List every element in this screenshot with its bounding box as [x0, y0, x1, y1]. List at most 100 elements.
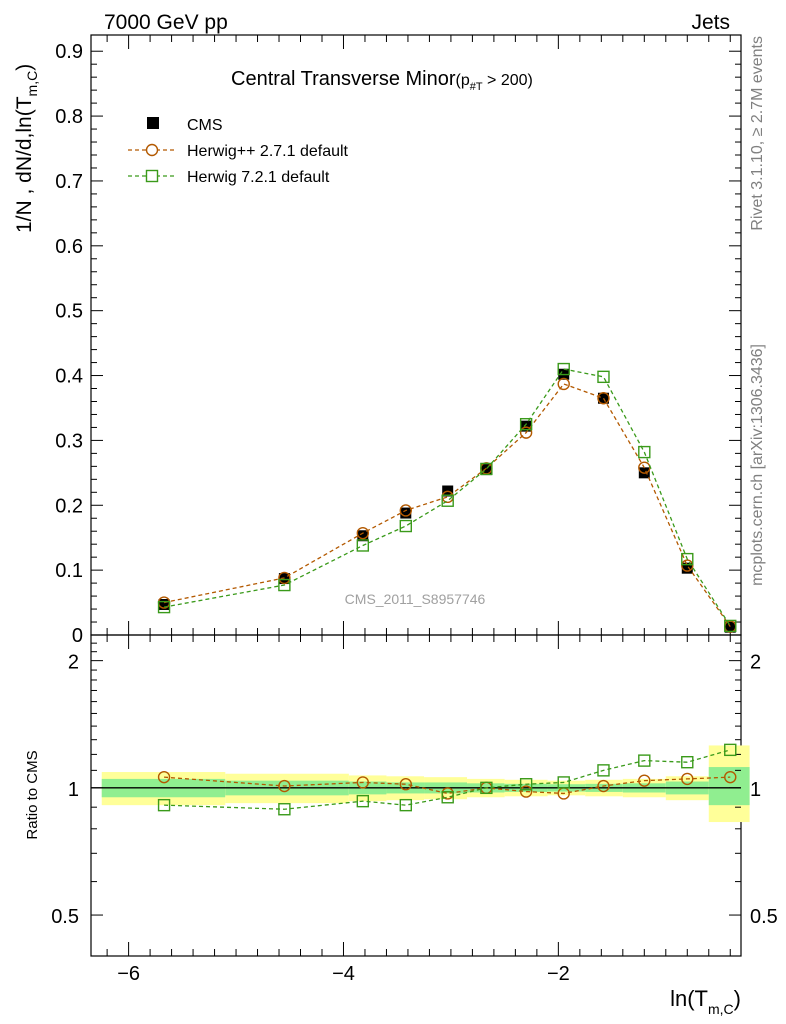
herwigpp-main-point — [638, 461, 651, 474]
cms-data-point — [724, 621, 736, 633]
herwig7-main-point — [519, 417, 533, 431]
herwig7-ratio-point — [441, 791, 454, 804]
legend-marker-herwigpp — [145, 143, 159, 157]
main-y-tick-label: 0.6 — [55, 236, 83, 258]
main-y-tick-label: 0.9 — [55, 41, 83, 63]
plot-title: Central Transverse Minor(p#T > 200) — [231, 68, 533, 93]
main-plot-series — [157, 362, 737, 633]
herwigpp-main-point — [597, 392, 610, 405]
herwigpp-ratio-point — [724, 770, 737, 784]
main-y-tick-label: 0.7 — [55, 171, 83, 193]
x-tick-label: −6 — [117, 963, 140, 985]
ratio-y-tick-label: 1 — [68, 779, 79, 801]
main-y-ticks: 0.9 0.8 0.7 0.6 0.5 0.4 0.3 0.2 0.1 0 — [55, 41, 741, 647]
herwigpp-main-point — [519, 426, 533, 439]
herwigpp-ratio-point — [399, 778, 412, 791]
mcplots-label: mcplots.cern.ch [arXiv:1306.3436] — [749, 344, 766, 586]
herwigpp-ratio-line — [164, 776, 731, 795]
x-axis-label-close: ) — [734, 986, 741, 1011]
cms-data-point — [400, 507, 412, 519]
herwig7-ratio-point — [157, 798, 171, 812]
herwig7-ratio-point — [724, 743, 737, 757]
herwigpp-main-point — [681, 559, 694, 572]
herwigpp-ratio-point — [356, 776, 370, 789]
main-y-tick-label: 0 — [72, 625, 83, 647]
header-energy: 7000 GeV pp — [104, 11, 228, 34]
plot-title-suffix-pre: (p — [456, 72, 470, 89]
herwig7-ratio-point — [597, 764, 610, 777]
herwigpp-main-point — [399, 504, 412, 517]
legend-marker-cms — [147, 117, 159, 129]
main-y-tick-label: 0.1 — [55, 560, 83, 582]
herwig7-main-point — [356, 539, 370, 552]
herwig7-main-point — [557, 362, 570, 376]
herwig7-main-point — [480, 462, 493, 476]
herwig7-ratio-point — [638, 754, 651, 767]
herwig7-main-point — [441, 494, 454, 507]
herwig7-main-point — [681, 552, 694, 566]
herwig7-main-point — [157, 600, 171, 614]
analysis-watermark: CMS_2011_S8957746 — [345, 591, 486, 607]
main-y-tick-label: 0.5 — [55, 301, 83, 323]
ratio-y-axis-label: Ratio to CMS — [24, 750, 41, 839]
cms-data-point — [597, 392, 609, 404]
header-jets: Jets — [691, 11, 730, 34]
herwig7-ratio-point — [480, 781, 493, 795]
herwig7-main-line — [163, 368, 731, 627]
legend-label-cms: CMS — [187, 117, 223, 134]
herwigpp-ratio-point — [597, 779, 610, 793]
legend-marker-herwig7 — [145, 169, 159, 183]
cms-data-point — [520, 420, 532, 432]
plot-title-suffix-sub: #T — [470, 81, 483, 93]
x-axis-label: ln(Tm,C) — [670, 986, 741, 1017]
herwig7-main-point — [278, 578, 291, 592]
ratio-y-tick-label-right: 2 — [750, 652, 761, 674]
herwigpp-ratio-point — [519, 785, 533, 798]
cms-data-point — [681, 562, 693, 574]
legend-label-herwigpp: Herwig++ 2.7.1 default — [187, 143, 349, 160]
herwig7-main-point — [399, 519, 412, 533]
main-y-tick-label: 0.2 — [55, 495, 83, 517]
cms-data-point — [357, 530, 369, 542]
ratio-band-green — [708, 767, 750, 806]
x-axis-label-text: ln(T — [670, 986, 708, 1011]
herwig7-ratio-point — [399, 798, 412, 812]
herwig7-main-point — [724, 619, 737, 633]
main-y-axis-label-close: ) — [13, 64, 36, 71]
main-y-tick-label: 0.3 — [55, 430, 83, 452]
herwig7-ratio-point — [356, 794, 370, 808]
ratio-y-tick-label: 0.5 — [51, 906, 79, 928]
herwigpp-ratio-point — [638, 774, 651, 787]
cms-data-point — [158, 599, 170, 611]
herwig7-main-point — [638, 445, 651, 459]
x-tick-label: −2 — [547, 963, 570, 985]
main-y-axis-label-sub: m,C — [24, 71, 40, 97]
x-ticks: −6 −4 −2 — [106, 35, 731, 985]
ratio-y-tick-label-right: 0.5 — [750, 906, 778, 928]
herwigpp-main-point — [557, 377, 570, 391]
herwigpp-main-line — [163, 383, 731, 627]
ratio-plot-series — [157, 743, 737, 816]
plot-title-main: Central Transverse Minor — [231, 68, 456, 90]
herwigpp-main-point — [356, 526, 370, 540]
ratio-uncertainty-bands — [101, 745, 750, 823]
main-y-tick-label: 0.4 — [55, 366, 83, 388]
x-axis-label-sub: m,C — [708, 1001, 734, 1017]
legend-label-herwig7: Herwig 7.2.1 default — [187, 169, 330, 186]
cms-data-point — [480, 464, 492, 476]
herwigpp-ratio-point — [278, 779, 291, 793]
main-y-tick-label: 0.8 — [55, 106, 83, 128]
herwig7-ratio-point — [557, 776, 570, 789]
ratio-y-tick-label-right: 1 — [750, 779, 761, 801]
main-y-axis-label-text: 1/N , dN/d,ln(T — [13, 96, 36, 233]
herwigpp-ratio-point — [681, 772, 694, 786]
legend: CMS Herwig++ 2.7.1 default Herwig 7.2.1 … — [128, 117, 349, 186]
herwig7-ratio-point — [681, 756, 694, 769]
x-tick-label: −4 — [332, 963, 355, 985]
ratio-y-tick-label: 2 — [68, 652, 79, 674]
herwig7-ratio-point — [519, 778, 533, 791]
ratio-ticks: 2 2 1 1 0.5 0.5 — [51, 642, 778, 928]
herwig7-ratio-point — [278, 803, 291, 816]
herwigpp-main-point — [278, 571, 291, 585]
